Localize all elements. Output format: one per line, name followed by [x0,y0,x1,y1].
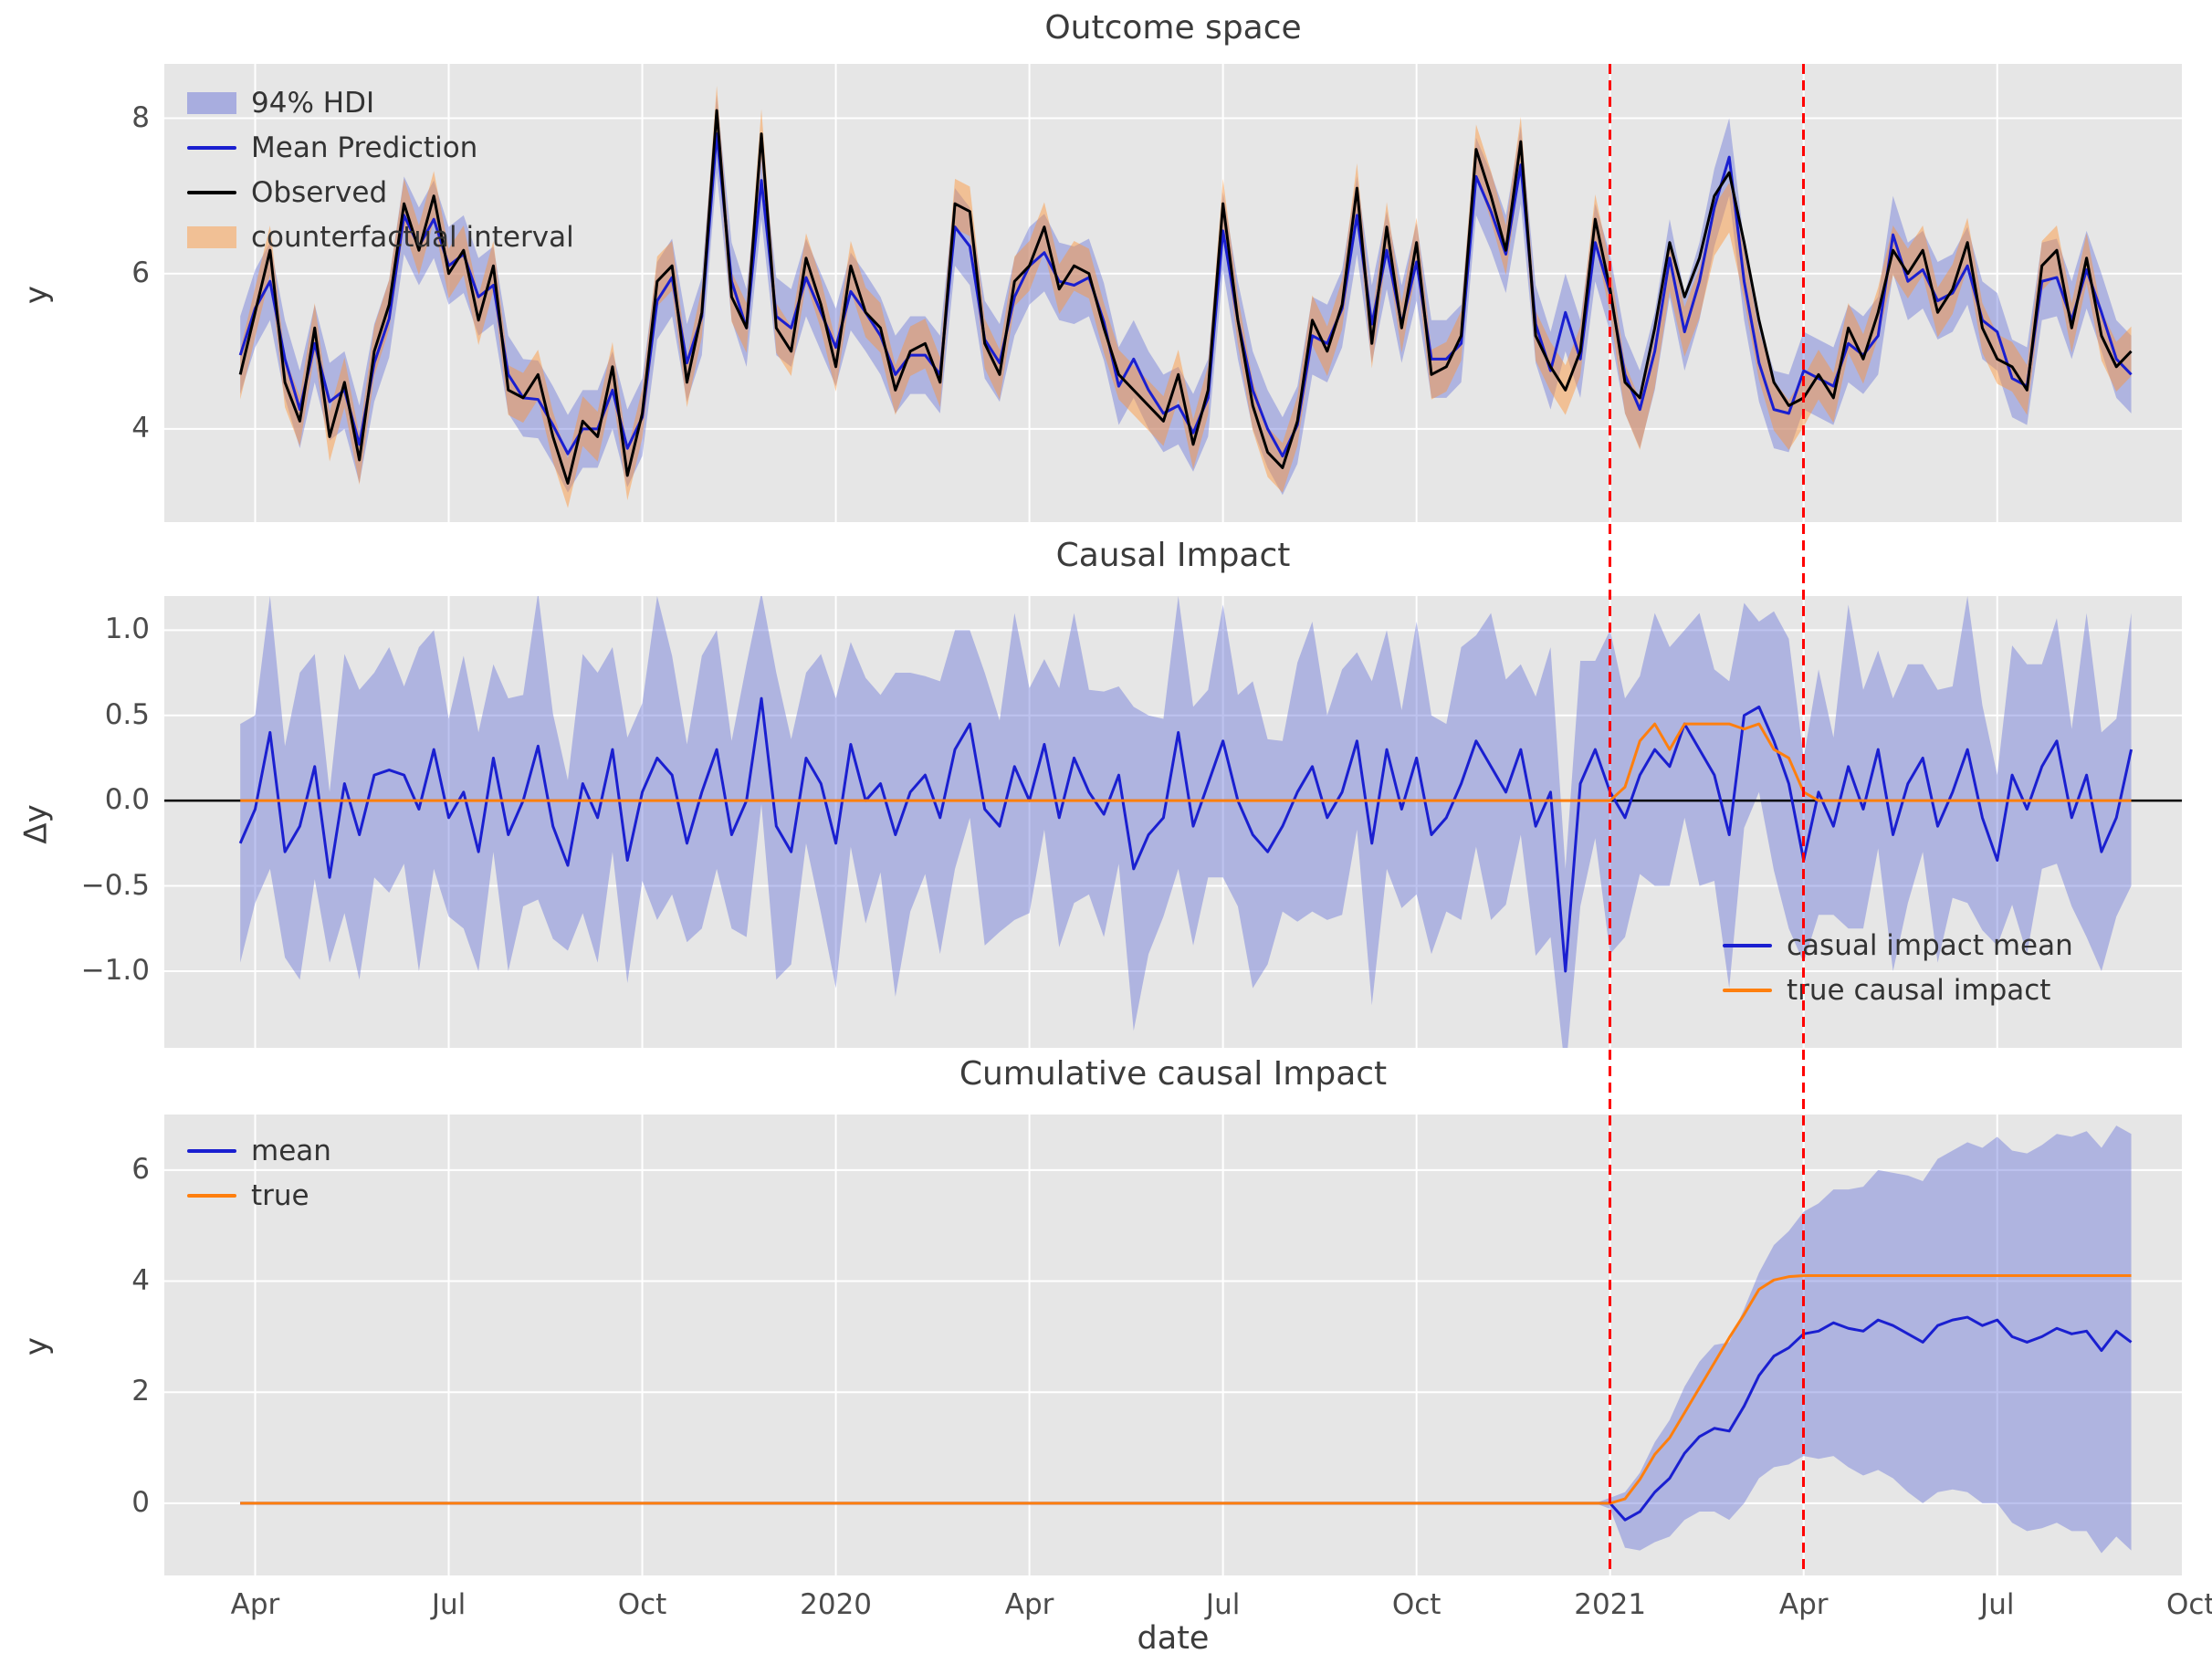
y-tick-label: 0.0 [104,783,150,817]
x-tick-label: Oct [2165,1588,2212,1621]
y-tick-label: 0.5 [104,697,150,731]
legend-label: counterfactual interval [251,221,574,254]
y-tick-label: 8 [131,100,150,134]
y-tick-label: 0 [131,1485,150,1519]
legend-label: mean [251,1135,331,1167]
y-tick-label: 6 [131,1152,150,1186]
x-tick-label: Apr [230,1588,280,1621]
panel3-title: Cumulative causal Impact [959,1055,1388,1093]
legend-panel3: mean true [187,1135,331,1212]
x-tick-label: Oct [617,1588,667,1621]
y-tick-label: 2 [131,1375,150,1408]
intervention-vline [1802,64,1806,1575]
y-tick-label: 4 [131,411,150,445]
panel1-title: Outcome space [1044,9,1302,47]
panel2-title: Causal Impact [1055,537,1291,574]
x-tick-label: Jul [431,1588,467,1621]
legend-swatch-line [187,1149,236,1153]
legend-entry: casual impact mean [1723,929,2073,962]
legend-panel2: casual impact mean true causal impact [1723,929,2073,1007]
x-tick-label: Jul [1205,1588,1241,1621]
panel2-y-axis-label: Δy [17,804,55,844]
y-tick-label: −0.5 [80,868,150,902]
outcome-space-panel [164,64,2182,522]
legend-entry: 94% HDI [187,87,574,120]
legend-entry: true [187,1179,331,1212]
x-tick-label: 2020 [800,1588,873,1621]
legend-swatch-line [187,146,236,150]
x-tick-label: Apr [1004,1588,1054,1621]
legend-swatch-patch [187,226,236,248]
legend-swatch-line [187,191,236,194]
panel1-y-axis-label: y [18,285,56,305]
legend-entry: Observed [187,176,574,209]
panel3-y-axis-label: y [18,1336,56,1356]
legend-swatch-line [187,1194,236,1198]
legend-swatch-line [1723,989,1772,992]
legend-label: Mean Prediction [251,131,478,164]
cumulative-causal-impact-panel [164,1115,2182,1575]
y-tick-label: 1.0 [104,612,150,646]
legend-panel1: 94% HDI Mean Prediction Observed counterfac… [187,87,574,254]
x-tick-label: Apr [1778,1588,1829,1621]
y-tick-label: 4 [131,1263,150,1297]
legend-label: true causal impact [1787,974,2051,1007]
legend-entry: Mean Prediction [187,131,574,164]
y-tick-label: 6 [131,256,150,289]
legend-swatch-patch [187,92,236,114]
legend-entry: true causal impact [1723,974,2073,1007]
intervention-vline [1609,64,1612,1575]
legend-label: casual impact mean [1787,929,2073,962]
legend-label: 94% HDI [251,87,375,120]
legend-label: true [251,1179,309,1212]
x-tick-label: 2021 [1574,1588,1647,1621]
y-tick-label: −1.0 [80,953,150,987]
legend-entry: mean [187,1135,331,1167]
legend-entry: counterfactual interval [187,221,574,254]
x-tick-label: Oct [1391,1588,1441,1621]
causal-impact-panel [164,596,2182,1048]
legend-label: Observed [251,176,388,209]
legend-swatch-line [1723,944,1772,947]
x-axis-label: date [1137,1620,1210,1657]
x-tick-label: Jul [1980,1588,2015,1621]
